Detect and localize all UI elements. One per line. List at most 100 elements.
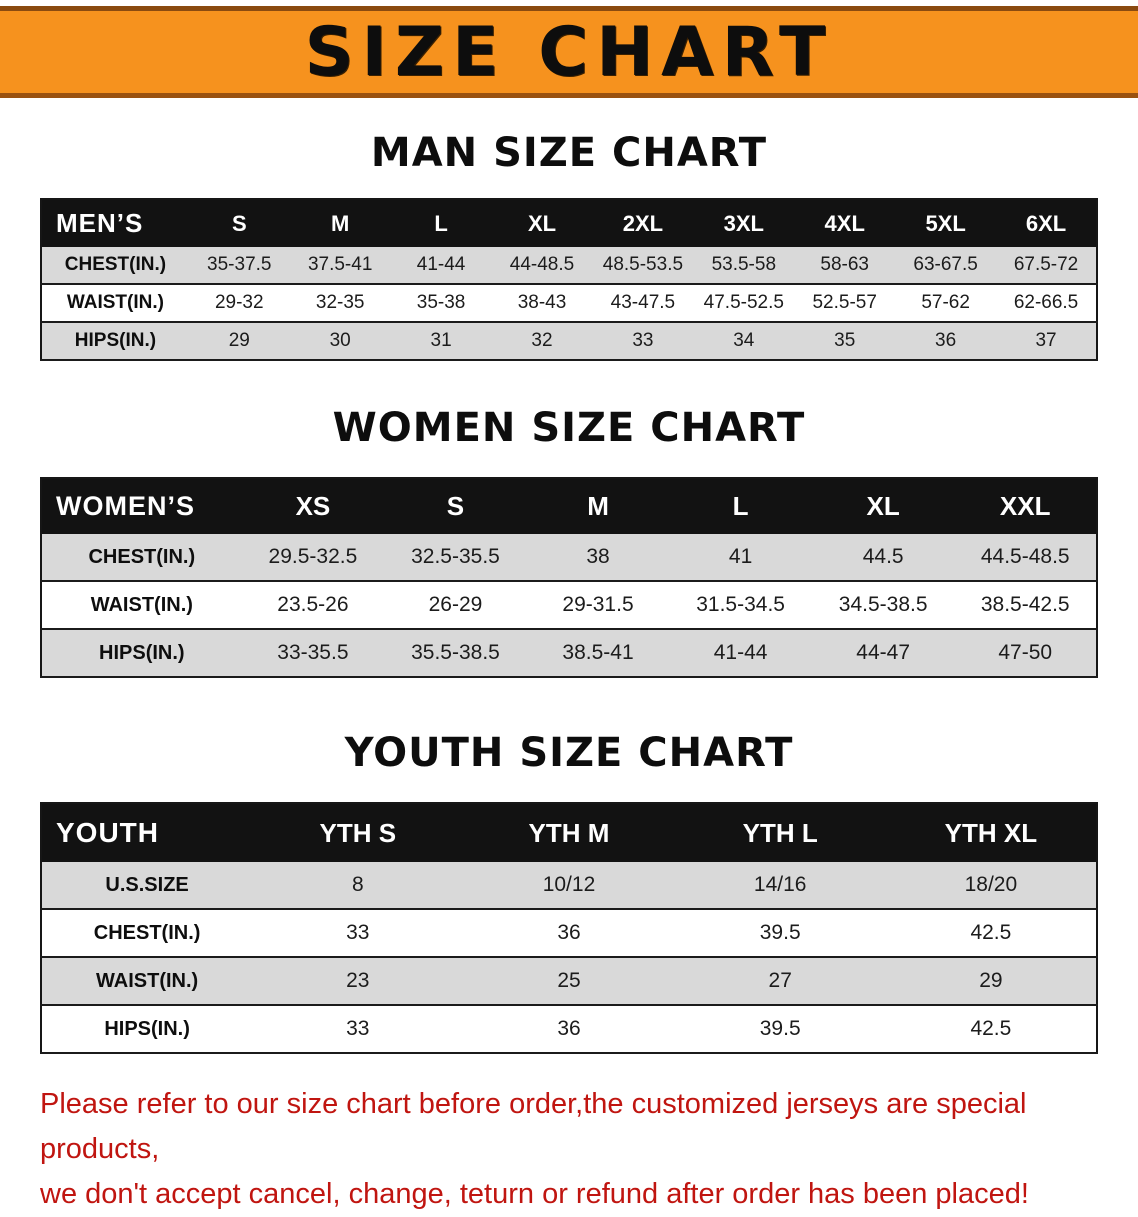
value-cell: 39.5 xyxy=(674,1005,886,1054)
footer-disclaimer: Please refer to our size chart before or… xyxy=(40,1082,1102,1217)
value-cell: 29.5-32.5 xyxy=(241,534,385,582)
value-cell: 33 xyxy=(252,1005,464,1054)
value-cell: 31 xyxy=(390,322,492,361)
value-cell: 34.5-38.5 xyxy=(811,581,955,630)
table-title-cell: WOMEN’S xyxy=(41,478,242,534)
size-label-cell: 2XL xyxy=(592,199,694,247)
size-label-cell: L xyxy=(390,199,492,247)
value-cell: 33 xyxy=(592,322,694,361)
women-section-heading: WOMEN SIZE CHART xyxy=(332,405,806,451)
value-cell: 23.5-26 xyxy=(241,581,385,630)
value-cell: 44.5-48.5 xyxy=(954,534,1097,582)
table-header-row: WOMEN’S XS S M L XL XXL xyxy=(41,478,1097,534)
value-cell: 36 xyxy=(463,1005,675,1054)
table-row: HIPS(IN.) 33-35.5 35.5-38.5 38.5-41 41-44 44-… xyxy=(41,629,1097,678)
value-cell: 42.5 xyxy=(885,909,1097,958)
table-row: HIPS(IN.) 29 30 31 32 33 34 35 36 37 xyxy=(41,322,1097,361)
size-label-cell: YTH M xyxy=(463,803,675,862)
value-cell: 62-66.5 xyxy=(996,284,1097,323)
value-cell: 32 xyxy=(491,322,593,361)
men-size-table: MEN’S S M L XL 2XL 3XL 4XL 5XL 6XL CHEST(IN.) 35-37… xyxy=(40,198,1098,361)
value-cell: 29-31.5 xyxy=(526,581,670,630)
value-cell: 36 xyxy=(895,322,997,361)
size-label-cell: S xyxy=(384,478,527,534)
value-cell: 39.5 xyxy=(674,909,886,958)
size-label-cell: YTH XL xyxy=(885,803,1097,862)
table-row: WAIST(IN.) 23.5-26 26-29 29-31.5 31.5-34.5 34… xyxy=(41,581,1097,630)
value-cell: 42.5 xyxy=(885,1005,1097,1054)
table-header-row: YOUTH YTH S YTH M YTH L YTH XL xyxy=(41,803,1097,862)
value-cell: 52.5-57 xyxy=(794,284,896,323)
value-cell: 30 xyxy=(289,322,391,361)
top-banner: SIZE CHART xyxy=(0,6,1138,98)
value-cell: 27 xyxy=(674,957,886,1006)
value-cell: 47-50 xyxy=(954,629,1097,678)
table-title-cell: MEN’S xyxy=(41,199,189,247)
size-label-cell: M xyxy=(289,199,391,247)
row-label-cell: WAIST(IN.) xyxy=(41,581,242,630)
size-label-cell: 5XL xyxy=(895,199,997,247)
size-label-cell: XS xyxy=(241,478,385,534)
value-cell: 10/12 xyxy=(463,862,675,910)
value-cell: 29 xyxy=(188,322,290,361)
value-cell: 35 xyxy=(794,322,896,361)
table-row: CHEST(IN.) 33 36 39.5 42.5 xyxy=(41,909,1097,958)
value-cell: 35-37.5 xyxy=(188,247,290,285)
value-cell: 44.5 xyxy=(811,534,955,582)
value-cell: 34 xyxy=(693,322,795,361)
value-cell: 58-63 xyxy=(794,247,896,285)
value-cell: 48.5-53.5 xyxy=(592,247,694,285)
value-cell: 67.5-72 xyxy=(996,247,1097,285)
size-chart-page: SIZE CHART MAN SIZE CHART MEN’S S M L XL 2XL 3… xyxy=(0,6,1138,1210)
value-cell: 25 xyxy=(463,957,675,1006)
value-cell: 37 xyxy=(996,322,1097,361)
row-label-cell: HIPS(IN.) xyxy=(41,322,189,361)
size-label-cell: XL xyxy=(491,199,593,247)
size-label-cell: M xyxy=(526,478,670,534)
size-label-cell: 6XL xyxy=(996,199,1097,247)
value-cell: 63-67.5 xyxy=(895,247,997,285)
page-title: SIZE CHART xyxy=(304,12,834,92)
value-cell: 23 xyxy=(252,957,464,1006)
value-cell: 44-47 xyxy=(811,629,955,678)
value-cell: 41 xyxy=(669,534,812,582)
value-cell: 38-43 xyxy=(491,284,593,323)
value-cell: 29 xyxy=(885,957,1097,1006)
value-cell: 32.5-35.5 xyxy=(384,534,527,582)
table-row: CHEST(IN.) 29.5-32.5 32.5-35.5 38 41 44.5 44.5… xyxy=(41,534,1097,582)
row-label-cell: CHEST(IN.) xyxy=(41,247,189,285)
table-title-cell: YOUTH xyxy=(41,803,253,862)
row-label-cell: CHEST(IN.) xyxy=(41,909,253,958)
value-cell: 38.5-42.5 xyxy=(954,581,1097,630)
table-row: HIPS(IN.) 33 36 39.5 42.5 xyxy=(41,1005,1097,1054)
value-cell: 8 xyxy=(252,862,464,910)
row-label-cell: WAIST(IN.) xyxy=(41,284,189,323)
size-label-cell: XL xyxy=(811,478,955,534)
row-label-cell: U.S.SIZE xyxy=(41,862,253,910)
size-label-cell: XXL xyxy=(954,478,1097,534)
table-header-row: MEN’S S M L XL 2XL 3XL 4XL 5XL 6XL xyxy=(41,199,1097,247)
value-cell: 44-48.5 xyxy=(491,247,593,285)
youth-section-heading: YOUTH SIZE CHART xyxy=(344,730,794,776)
footer-disclaimer-line1: Please refer to our size chart before or… xyxy=(40,1088,1027,1165)
value-cell: 47.5-52.5 xyxy=(693,284,795,323)
row-label-cell: WAIST(IN.) xyxy=(41,957,253,1006)
value-cell: 43-47.5 xyxy=(592,284,694,323)
row-label-cell: HIPS(IN.) xyxy=(41,1005,253,1054)
table-row: WAIST(IN.) 29-32 32-35 35-38 38-43 43-47.5 47.… xyxy=(41,284,1097,323)
value-cell: 37.5-41 xyxy=(289,247,391,285)
value-cell: 38 xyxy=(526,534,670,582)
man-section-heading: MAN SIZE CHART xyxy=(370,130,768,176)
table-row: CHEST(IN.) 35-37.5 37.5-41 41-44 44-48.5 48.5… xyxy=(41,247,1097,285)
value-cell: 53.5-58 xyxy=(693,247,795,285)
size-label-cell: YTH L xyxy=(674,803,886,862)
value-cell: 35-38 xyxy=(390,284,492,323)
value-cell: 57-62 xyxy=(895,284,997,323)
women-size-table: WOMEN’S XS S M L XL XXL CHEST(IN.) 29.5-32.5 32.5… xyxy=(40,477,1098,678)
value-cell: 29-32 xyxy=(188,284,290,323)
youth-size-table: YOUTH YTH S YTH M YTH L YTH XL U.S.SIZE 8 10/12… xyxy=(40,802,1098,1054)
footer-disclaimer-line2: we don't accept cancel, change, teturn o… xyxy=(40,1177,1029,1210)
value-cell: 32-35 xyxy=(289,284,391,323)
table-row: WAIST(IN.) 23 25 27 29 xyxy=(41,957,1097,1006)
value-cell: 18/20 xyxy=(885,862,1097,910)
